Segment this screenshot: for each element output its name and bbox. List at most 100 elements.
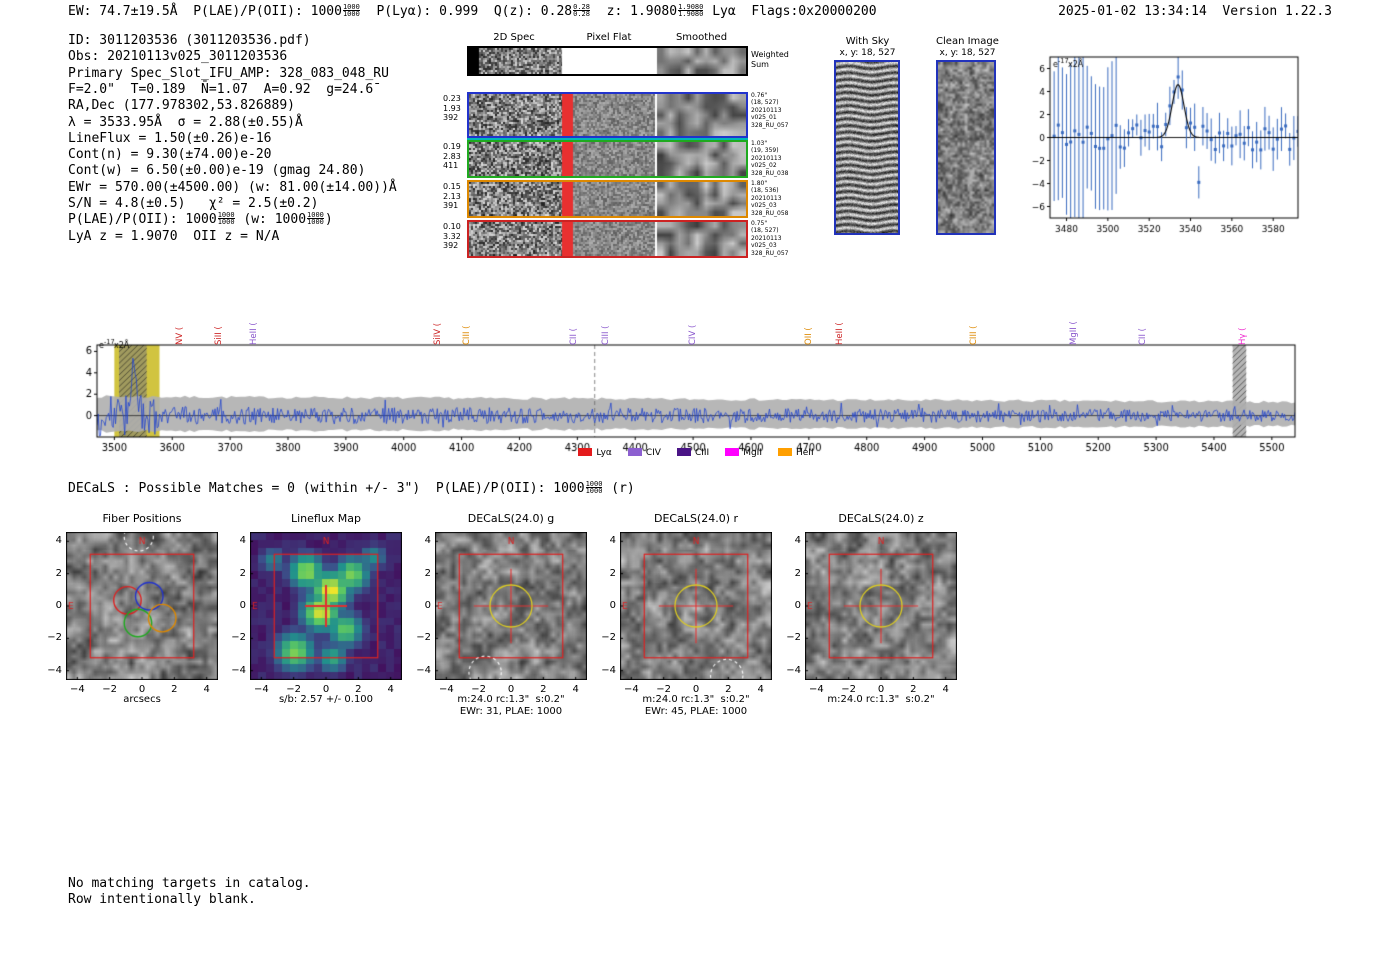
with-sky-image xyxy=(834,60,900,235)
y-tick-label: −4 xyxy=(47,664,62,676)
x-tick-label: 4 xyxy=(203,684,210,695)
legend-item: CIV xyxy=(627,448,661,458)
legend-label: MgII xyxy=(743,448,762,458)
cutout-canvas xyxy=(435,532,587,680)
fraction-denominator: 1000 xyxy=(307,218,324,227)
x-tick-label: −2 xyxy=(656,684,672,695)
legend-swatch xyxy=(627,448,642,456)
info-line: S/N = 4.8(±0.5) χ² = 2.5(±0.2) xyxy=(68,196,318,212)
legend-swatch xyxy=(578,448,593,456)
spec2d-row-annotation: 0.76" (18, 527) 20210113 v025_01 328_RU_… xyxy=(751,92,789,129)
cutout-title: Fiber Positions xyxy=(102,512,182,525)
fraction-numerator: 1000 xyxy=(307,211,324,220)
fraction-denominator: 1.9080 xyxy=(678,10,704,18)
x-tick-label: −2 xyxy=(286,684,302,695)
emission-line-label: HeII ( xyxy=(248,322,259,345)
fraction-denominator: 1000 xyxy=(585,487,603,495)
x-tick-label: −2 xyxy=(102,684,118,695)
x-tick-label: 2 xyxy=(355,684,362,695)
x-tick-label: −4 xyxy=(438,684,454,695)
spec2d-row xyxy=(467,180,748,218)
emission-line-label: SiIV ( xyxy=(432,322,443,345)
header-datetime-version: 2025-01-02 13:34:14 Version 1.22.3 xyxy=(1058,4,1332,19)
x-tick-label: 0 xyxy=(507,684,515,695)
spec2d-column-header: 2D Spec xyxy=(493,32,535,43)
info-line: LineFlux = 1.50(±0.26)e-16 xyxy=(68,131,272,147)
legend-label: HeII xyxy=(795,448,814,458)
spec2d-row-weights: 0.23 1.93 392 xyxy=(443,94,461,122)
y-tick-label: 4 xyxy=(239,535,246,547)
emission-line-label: CIII ( xyxy=(969,325,980,345)
y-tick-label: 4 xyxy=(794,535,801,547)
info-text: F=2.0" T=0.189 N̄=1.07 A=0.92 g=24.6̄ xyxy=(68,81,374,97)
cutout-caption: arcsecs xyxy=(123,694,161,705)
cyan-divider-line xyxy=(467,138,748,140)
info-text: S/N = 4.8(±0.5) χ² = 2.5(±0.2) xyxy=(68,196,319,211)
y-tick-label: 2 xyxy=(239,567,246,579)
y-tick-label: 4 xyxy=(55,535,62,547)
info-line: LyA z = 1.9070 OII z = N/A xyxy=(68,229,279,245)
y-tick-label: 0 xyxy=(55,600,62,611)
spectrum-legend: Lyα CIV CIII MgII HeII xyxy=(97,448,1295,458)
x-tick-label: −4 xyxy=(808,684,824,695)
fraction-numerator: 0.28 xyxy=(573,3,590,11)
legend-item: CIII xyxy=(676,448,709,458)
spec2d-row-canvas xyxy=(469,222,746,256)
cutout-title: DECaLS(24.0) z xyxy=(838,512,924,525)
with-sky-canvas xyxy=(836,62,898,233)
spec2d-row-annotation: 1.03" (19, 359) 20210113 v025_02 328_RU_… xyxy=(751,140,789,177)
spec2d-column-header: Smoothed xyxy=(675,32,728,43)
footer-line: No matching targets in catalog. xyxy=(68,876,311,891)
cutout-title: DECaLS(24.0) g xyxy=(467,512,555,525)
x-tick-label: 0 xyxy=(138,684,146,695)
emission-line-label: CII ( xyxy=(1138,328,1149,345)
fraction-numerator: 1.9080 xyxy=(678,3,704,11)
x-tick-label: 4 xyxy=(572,684,579,695)
x-tick-label: 2 xyxy=(910,684,917,695)
spec2d-row xyxy=(467,46,748,76)
fraction-stack: 1000 1000 xyxy=(585,481,603,495)
legend-swatch xyxy=(725,448,740,456)
info-line: EWr = 570.00(±4500.00) (w: 81.00(±14.00)… xyxy=(68,180,397,196)
info-line: Primary Spec_Slot_IFU_AMP: 328_083_048_R… xyxy=(68,66,389,82)
fraction-numerator: 1000 xyxy=(342,3,360,11)
info-line: Obs: 20210113v025_3011203536 xyxy=(68,49,287,65)
info-text: LineFlux = 1.50(±0.26)e-16 xyxy=(68,130,272,146)
emission-line-label: Hγ ( xyxy=(1238,327,1249,345)
decals-line-text: (r) xyxy=(603,481,635,496)
legend-label: CIV xyxy=(645,448,661,458)
info-text: Cont(n) = 9.30(±74.00)e-20 xyxy=(68,147,272,163)
with-sky-coords: x, y: 18, 527 xyxy=(839,48,896,58)
cutout-title: Lineflux Map xyxy=(290,512,362,525)
x-tick-label: 2 xyxy=(171,684,178,695)
x-tick-label: 0 xyxy=(692,684,700,695)
cutout-title: DECaLS(24.0) r xyxy=(653,512,739,525)
info-text: (w: 1000 xyxy=(235,212,307,228)
info-text: λ = 3533.95Å σ = 2.88(±0.55)Å xyxy=(68,114,303,130)
info-text: Primary Spec_Slot_IFU_AMP: 328_083_048_R… xyxy=(68,65,389,81)
y-tick-label: −2 xyxy=(231,632,246,644)
y-tick-label: −4 xyxy=(416,664,431,676)
y-tick-label: 4 xyxy=(609,535,616,547)
x-tick-label: 4 xyxy=(942,684,949,695)
spec2d-row-annotation: 0.75" (18, 527) 20210113 v025_03 328_RU_… xyxy=(751,220,789,257)
emission-line-label: MgII ( xyxy=(1069,321,1080,345)
cutout-caption: m:24.0 rc:1.3" s:0.2" xyxy=(457,694,565,705)
emission-line-label: HeII ( xyxy=(835,322,846,345)
info-text: RA,Dec (177.978302,53.826889) xyxy=(68,98,295,114)
spec2d-row-weights: 0.19 2.83 411 xyxy=(443,142,461,170)
cutout-canvas xyxy=(66,532,218,680)
legend-item: HeII xyxy=(777,448,814,458)
spec2d-column-header: Pixel Flat xyxy=(586,32,632,43)
info-line: ID: 3011203536 (3011203536.pdf) xyxy=(68,33,311,49)
legend-swatch xyxy=(777,448,792,456)
info-text: EWr = 570.00(±4500.00) (w: 81.00(±14.00)… xyxy=(68,179,397,195)
info-text: Cont(w) = 6.50(±0.00)e-19 (gmag 24.80) xyxy=(68,163,366,179)
header-metrics-text: Lyα Flags:0x20000200 xyxy=(704,4,877,19)
x-tick-label: −4 xyxy=(69,684,85,695)
x-tick-label: 0 xyxy=(877,684,885,695)
y-tick-label: 2 xyxy=(55,567,62,579)
info-line: λ = 3533.95Å σ = 2.88(±0.55)Å xyxy=(68,115,303,131)
x-tick-label: 2 xyxy=(725,684,732,695)
